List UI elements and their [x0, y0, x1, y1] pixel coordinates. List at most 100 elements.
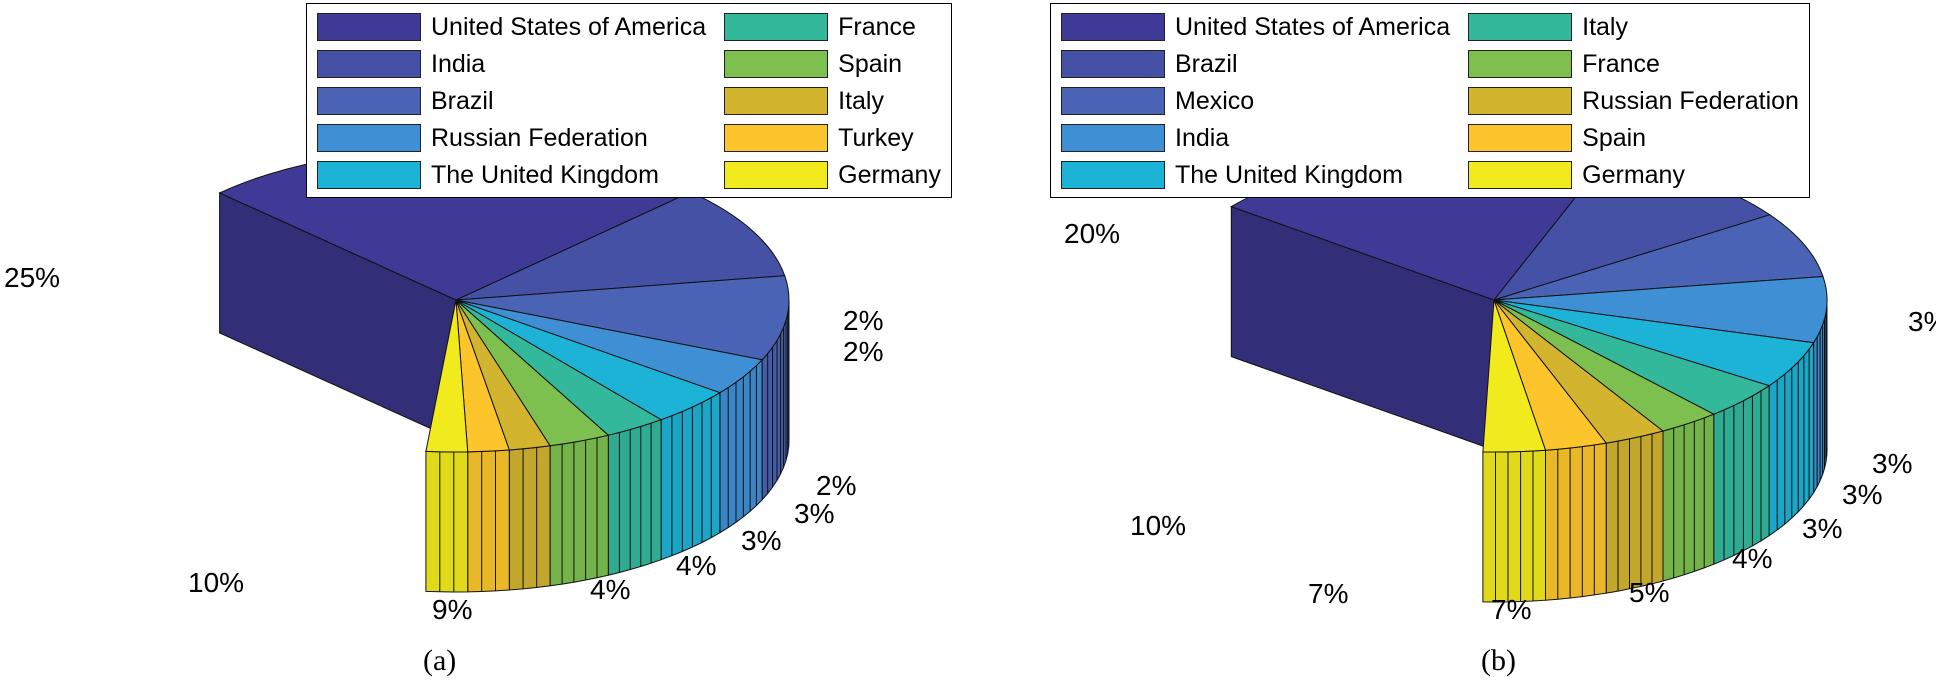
legend-entry: India	[317, 48, 706, 80]
slice-3-mexico	[1493, 214, 1824, 301]
percent-label: 7%	[1491, 594, 1532, 625]
slice-side-8	[1605, 430, 1664, 594]
legend-entry: Mexico	[1061, 85, 1450, 117]
legend-swatch	[724, 124, 829, 152]
percent-label: 5%	[1629, 577, 1670, 608]
legend-entry: United States of America	[1061, 11, 1450, 43]
legend-swatch	[1061, 161, 1165, 189]
legend-swatch	[1468, 161, 1573, 189]
legend-label: France	[1582, 49, 1660, 78]
legend-label: The United Kingdom	[431, 160, 659, 189]
percent-label: 4%	[590, 574, 631, 605]
legend-swatch	[1061, 124, 1165, 152]
legend-entry: The United Kingdom	[1061, 159, 1450, 191]
legend-swatch	[317, 13, 421, 41]
percent-label: 10%	[1130, 510, 1187, 541]
legend-swatch	[724, 161, 829, 189]
percent-label: 3%	[1842, 479, 1883, 510]
legend-label: United States of America	[431, 12, 707, 41]
legend-label: Russian Federation	[1582, 86, 1799, 115]
legend-entry: Germany	[1468, 159, 1799, 191]
percent-label: 2%	[816, 470, 857, 501]
legend-label: Germany	[838, 160, 941, 189]
slice-side-6	[607, 418, 662, 576]
percent-label: 3%	[1872, 448, 1913, 479]
legend-label: India	[431, 49, 486, 78]
slice-side-5	[660, 391, 721, 561]
slice-side-9	[1545, 442, 1607, 601]
percent-label: 25%	[4, 262, 61, 293]
slice-side-8	[508, 445, 551, 591]
legend-entry: Russian Federation	[317, 122, 706, 154]
legend-entry: Turkey	[724, 122, 941, 154]
slice-side-6	[1713, 384, 1770, 565]
percent-label: 4%	[676, 550, 717, 581]
legend-entry: Spain	[1468, 122, 1799, 154]
percent-label: 20%	[1064, 218, 1121, 249]
legend-swatch	[317, 124, 421, 152]
legend-label: India	[1175, 123, 1230, 152]
slice-side-4	[1813, 299, 1828, 495]
percent-label: 7%	[1308, 578, 1349, 609]
legend-label: Italy	[1582, 12, 1628, 41]
slice-3-brazil	[455, 275, 790, 361]
legend-label: Brazil	[431, 86, 494, 115]
legend-entry: Germany	[724, 159, 941, 191]
legend-label: The United Kingdom	[1175, 160, 1403, 189]
legend-swatch	[1061, 87, 1165, 115]
percent-label: 3%	[794, 498, 835, 529]
legend-swatch	[1061, 50, 1165, 78]
slice-10-germany	[425, 299, 469, 453]
chart-panel-b: United States of America Italy Brazil Franc…	[968, 0, 1936, 691]
percent-label: 3%	[1802, 513, 1843, 544]
legend-label: Spain	[1582, 123, 1647, 152]
legend-entry: France	[1468, 48, 1799, 80]
slice-4-india	[1493, 275, 1828, 344]
legend-entry: Italy	[724, 85, 941, 117]
legend-a: United States of America France India Spain…	[306, 3, 952, 198]
legend-entry: France	[724, 11, 941, 43]
legend-label: Italy	[838, 86, 884, 115]
percent-label: 3%	[741, 525, 782, 556]
legend-swatch	[1468, 50, 1573, 78]
legend-label: Spain	[838, 49, 903, 78]
legend-entry: United States of America	[317, 11, 706, 43]
slice-side-10	[425, 450, 469, 593]
legend-entry: Brazil	[317, 85, 706, 117]
slice-side-7	[549, 434, 609, 587]
legend-swatch	[317, 161, 421, 189]
slice-side-5	[1768, 341, 1815, 537]
legend-label: Turkey	[838, 123, 914, 152]
legend-entry: The United Kingdom	[317, 159, 706, 191]
percent-label: 2%	[843, 336, 884, 367]
caption-b: (b)	[1481, 644, 1516, 677]
percent-label: 3%	[1908, 306, 1936, 337]
legend-label: Brazil	[1175, 49, 1238, 78]
legend-entry: Spain	[724, 48, 941, 80]
slice-side-7	[1662, 413, 1715, 582]
legend-label: United States of America	[1175, 12, 1451, 41]
legend-label: Germany	[1582, 160, 1685, 189]
legend-b: United States of America Italy Brazil Franc…	[1050, 3, 1810, 198]
legend-swatch	[1468, 13, 1573, 41]
slice-side-3	[761, 299, 790, 502]
legend-entry: Russian Federation	[1468, 85, 1799, 117]
legend-swatch	[1468, 124, 1573, 152]
legend-swatch	[1468, 87, 1573, 115]
legend-swatch	[724, 50, 829, 78]
percent-label: 10%	[188, 567, 245, 598]
legend-entry: India	[1061, 122, 1450, 154]
legend-label: Mexico	[1175, 86, 1255, 115]
legend-label: France	[838, 12, 916, 41]
legend-swatch	[724, 13, 829, 41]
percent-label: 4%	[1732, 543, 1773, 574]
chart-panel-a: United States of America France India Spain…	[4, 3, 952, 677]
legend-label: Russian Federation	[431, 123, 648, 152]
legend-swatch	[317, 87, 421, 115]
percent-label: 9%	[432, 594, 473, 625]
legend-swatch	[724, 87, 829, 115]
legend-entry: Brazil	[1061, 48, 1450, 80]
percent-label: 2%	[843, 305, 884, 336]
caption-a: (a)	[423, 644, 457, 677]
legend-swatch	[317, 50, 421, 78]
